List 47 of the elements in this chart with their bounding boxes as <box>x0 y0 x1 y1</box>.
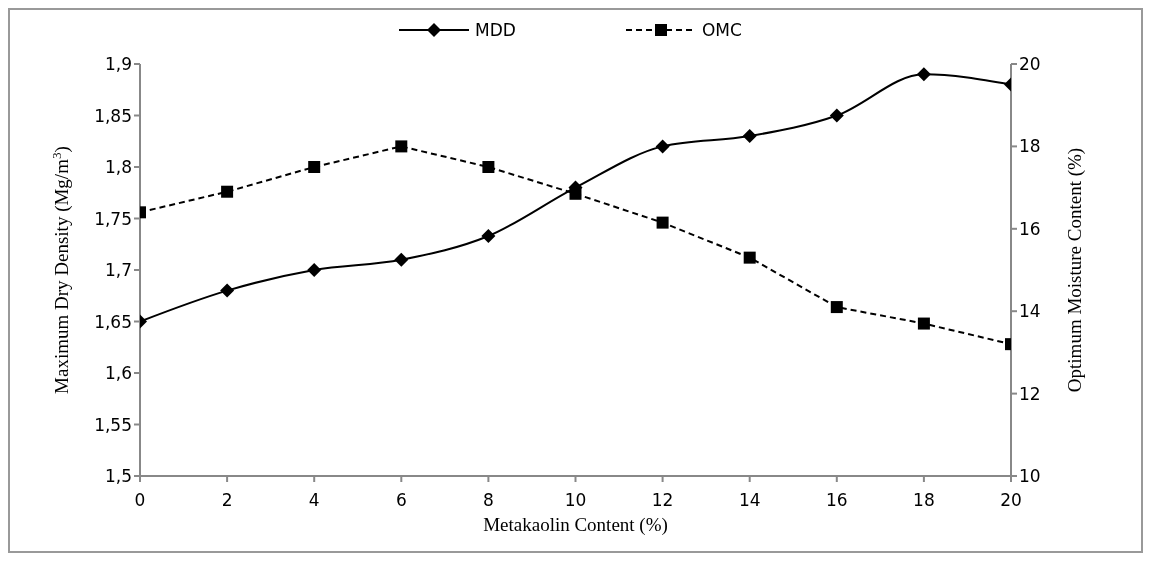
y-tick-label: 1,9 <box>104 54 132 75</box>
y2-tick-label: 18 <box>1019 136 1041 157</box>
y-tick-label: 1,75 <box>94 208 132 229</box>
x-tick-label: 16 <box>825 490 848 510</box>
y-tick-label: 1,65 <box>94 311 132 332</box>
x-tick-label: 10 <box>564 490 587 510</box>
point <box>308 161 321 173</box>
point <box>829 108 844 123</box>
point <box>743 251 756 264</box>
point <box>742 129 757 144</box>
point <box>655 139 670 154</box>
point <box>395 140 408 153</box>
y-tick-label: 1,55 <box>94 414 132 435</box>
y-tick-label: 1,5 <box>104 466 132 487</box>
y2-tick-label: 12 <box>1019 383 1041 404</box>
x-tick-label: 14 <box>738 490 761 510</box>
x-tick-label: 12 <box>651 490 674 510</box>
y-tick-label: 1,85 <box>94 105 132 126</box>
x-tick-label: 0 <box>134 490 146 510</box>
legend-label: MDD <box>474 20 516 40</box>
y-tick-label: 1,7 <box>104 260 132 281</box>
point <box>481 229 496 244</box>
point <box>569 187 582 200</box>
point <box>917 317 930 330</box>
y-tick-label: 1,8 <box>104 157 132 178</box>
x-tick-label: 18 <box>913 490 935 510</box>
point <box>656 216 669 229</box>
point <box>220 283 235 298</box>
point <box>482 161 495 173</box>
x-tick-label: 8 <box>482 490 494 510</box>
y2-tick-label: 14 <box>1019 301 1041 322</box>
y-tick-label: 1,6 <box>104 363 132 384</box>
x-tick-label: 4 <box>308 490 320 510</box>
y2-axis-title: Optimum Moisture Content (%) <box>1064 147 1086 393</box>
point <box>221 185 234 198</box>
point <box>916 67 931 82</box>
x-tick-label: 6 <box>395 490 407 510</box>
y2-tick-label: 20 <box>1019 54 1041 75</box>
point <box>830 301 843 314</box>
legend-label: OMC <box>700 20 742 40</box>
x-axis-title: Metakaolin Content (%) <box>483 514 668 536</box>
y2-tick-label: 10 <box>1019 466 1041 487</box>
point <box>394 252 409 267</box>
y2-tick-label: 16 <box>1019 218 1041 239</box>
x-tick-label: 2 <box>221 490 233 510</box>
x-tick-label: 20 <box>1000 490 1022 510</box>
point <box>307 263 322 277</box>
